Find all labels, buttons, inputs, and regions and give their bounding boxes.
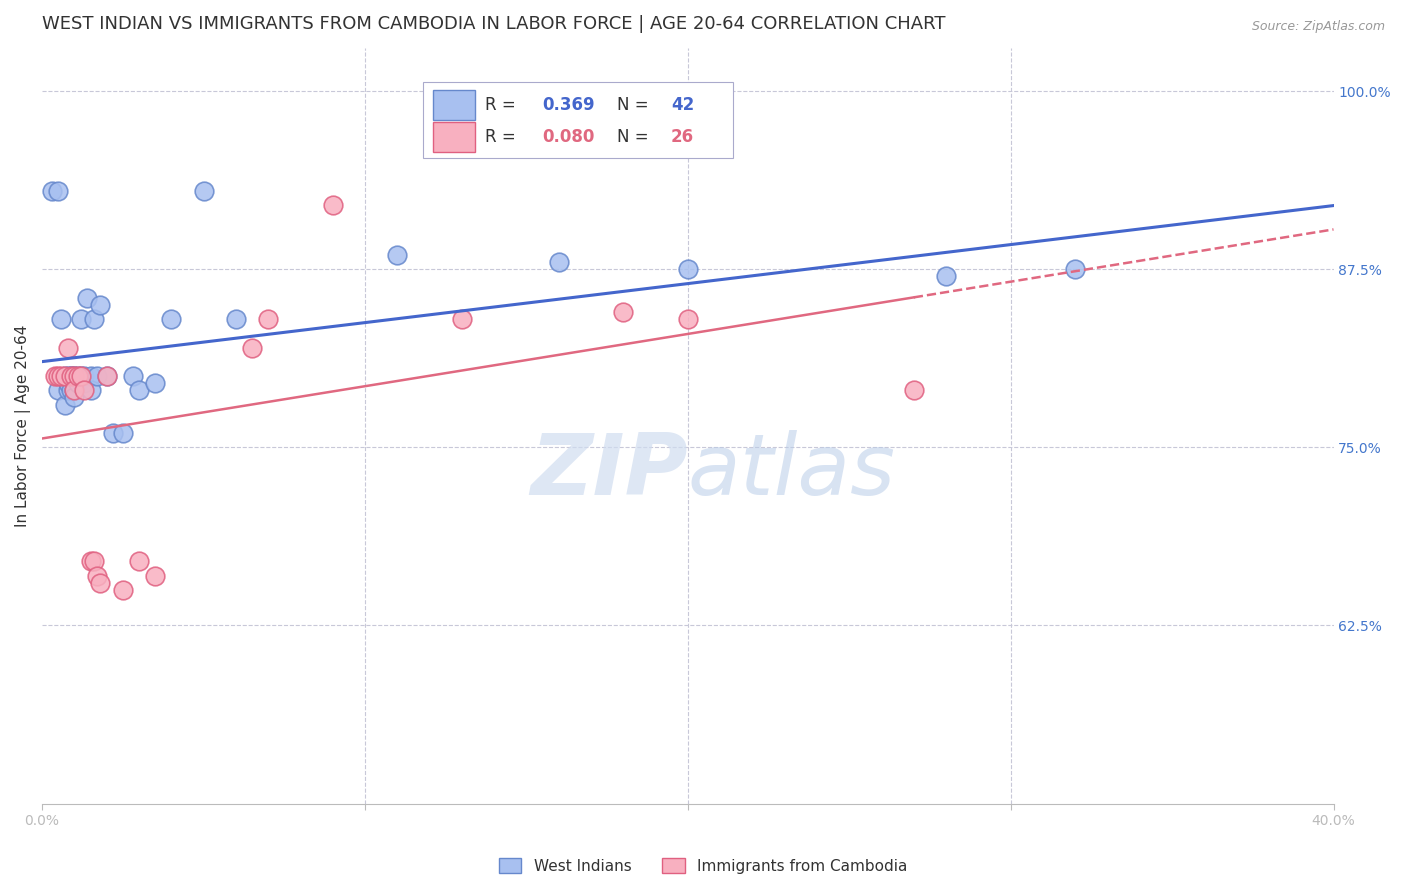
Text: R =: R = xyxy=(485,96,522,114)
Point xyxy=(86,568,108,582)
Point xyxy=(83,554,105,568)
Point xyxy=(70,312,93,326)
Point xyxy=(63,369,86,384)
Point xyxy=(111,426,134,441)
Point xyxy=(143,568,166,582)
Point xyxy=(56,341,79,355)
Text: 0.369: 0.369 xyxy=(541,96,595,114)
Point xyxy=(128,384,150,398)
Point xyxy=(51,369,73,384)
Point xyxy=(46,184,69,198)
Point xyxy=(79,384,101,398)
Point xyxy=(53,369,76,384)
Point xyxy=(56,384,79,398)
FancyBboxPatch shape xyxy=(423,82,733,158)
Point xyxy=(240,341,263,355)
Text: 42: 42 xyxy=(671,96,695,114)
Point xyxy=(225,312,247,326)
Point xyxy=(111,582,134,597)
Text: N =: N = xyxy=(617,96,654,114)
Point xyxy=(63,391,86,405)
Point xyxy=(935,269,957,284)
Point xyxy=(96,369,118,384)
Point xyxy=(70,369,93,384)
Point xyxy=(101,426,124,441)
Point xyxy=(41,184,63,198)
Y-axis label: In Labor Force | Age 20-64: In Labor Force | Age 20-64 xyxy=(15,325,31,527)
Point xyxy=(63,369,86,384)
Point xyxy=(257,312,280,326)
Text: atlas: atlas xyxy=(688,430,896,513)
Text: WEST INDIAN VS IMMIGRANTS FROM CAMBODIA IN LABOR FORCE | AGE 20-64 CORRELATION C: WEST INDIAN VS IMMIGRANTS FROM CAMBODIA … xyxy=(42,15,946,33)
Point xyxy=(63,369,86,384)
Point xyxy=(79,554,101,568)
Point xyxy=(73,384,96,398)
Point xyxy=(53,369,76,384)
Point xyxy=(66,369,89,384)
Point xyxy=(79,369,101,384)
Point xyxy=(60,369,83,384)
Point xyxy=(83,312,105,326)
Point xyxy=(70,369,93,384)
Point xyxy=(160,312,183,326)
Point xyxy=(51,312,73,326)
Text: Source: ZipAtlas.com: Source: ZipAtlas.com xyxy=(1251,20,1385,33)
Point xyxy=(56,376,79,391)
FancyBboxPatch shape xyxy=(433,121,475,152)
Point xyxy=(322,198,344,212)
Point xyxy=(89,575,111,590)
Point xyxy=(89,298,111,312)
Point xyxy=(63,384,86,398)
Text: ZIP: ZIP xyxy=(530,430,688,513)
Legend: West Indians, Immigrants from Cambodia: West Indians, Immigrants from Cambodia xyxy=(492,852,914,880)
Text: R =: R = xyxy=(485,128,522,145)
Point xyxy=(547,255,569,269)
Point xyxy=(143,376,166,391)
Point xyxy=(60,384,83,398)
Point xyxy=(86,369,108,384)
Text: 0.080: 0.080 xyxy=(541,128,595,145)
Text: N =: N = xyxy=(617,128,654,145)
Point xyxy=(676,312,699,326)
Point xyxy=(121,369,143,384)
Point xyxy=(44,369,66,384)
Point xyxy=(903,384,925,398)
Point xyxy=(612,305,634,319)
Point xyxy=(73,376,96,391)
Point xyxy=(53,398,76,412)
Point xyxy=(128,554,150,568)
Point xyxy=(1064,262,1087,277)
Point xyxy=(46,369,69,384)
Point xyxy=(450,312,472,326)
Point xyxy=(676,262,699,277)
Point xyxy=(96,369,118,384)
Point xyxy=(63,384,86,398)
Point xyxy=(60,369,83,384)
Point xyxy=(73,369,96,384)
Point xyxy=(387,248,409,262)
Point xyxy=(76,291,98,305)
Text: 26: 26 xyxy=(671,128,695,145)
FancyBboxPatch shape xyxy=(433,90,475,120)
Point xyxy=(66,369,89,384)
Point xyxy=(56,369,79,384)
Point xyxy=(66,376,89,391)
Point xyxy=(193,184,215,198)
Point xyxy=(46,384,69,398)
Point xyxy=(60,369,83,384)
